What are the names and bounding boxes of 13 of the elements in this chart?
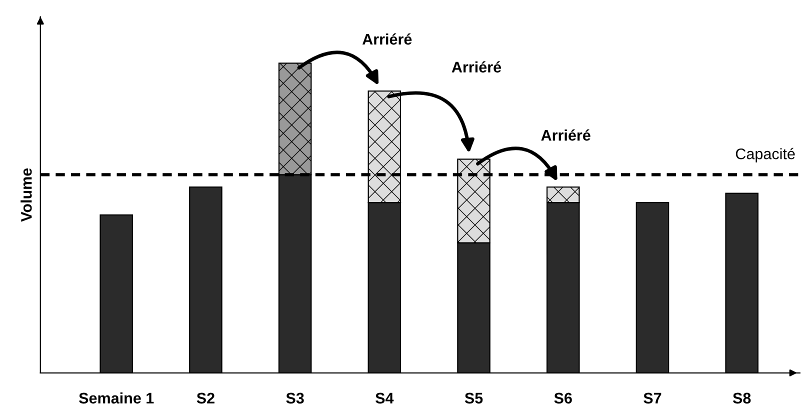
text: Arriéré [362, 33, 412, 45]
x-tick-label: S5 [464, 392, 483, 404]
ref-line-label: Capacité [736, 148, 795, 162]
x-tick-label: S6 [554, 392, 572, 404]
y-axis-title: Volume [20, 168, 32, 222]
annotation: Arriéré [541, 129, 590, 141]
x-tick-label: S7 [644, 392, 662, 404]
x-tick-label: S4 [376, 392, 394, 404]
annotation: Arriéré [452, 61, 502, 73]
x-tick-label: Semaine 1 [79, 392, 154, 404]
x-tick-label: S3 [286, 392, 304, 404]
x-tick-label: S8 [732, 392, 751, 404]
x-tick-label: S2 [196, 392, 214, 404]
